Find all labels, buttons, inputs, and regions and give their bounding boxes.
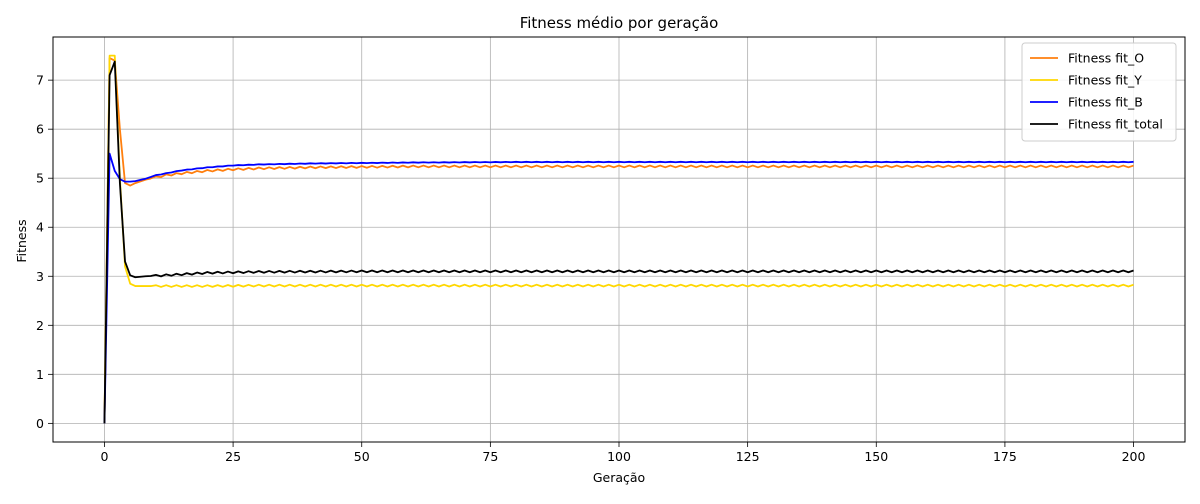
- x-tick-label: 100: [607, 449, 631, 464]
- x-tick-label: 0: [100, 449, 108, 464]
- x-tick-label: 150: [864, 449, 888, 464]
- x-tick-label: 50: [354, 449, 370, 464]
- legend-label: Fitness fit_Y: [1068, 73, 1142, 88]
- y-tick-label: 0: [36, 416, 44, 431]
- grid-lines: [53, 37, 1185, 442]
- legend-label: Fitness fit_B: [1068, 95, 1143, 110]
- y-tick-label: 2: [36, 318, 44, 333]
- x-tick-label: 75: [482, 449, 498, 464]
- x-tick-label: 25: [225, 449, 241, 464]
- x-tick-label: 200: [1122, 449, 1146, 464]
- y-tick-label: 7: [36, 73, 44, 88]
- series-line-fitness-fit-b: [103, 152, 1134, 424]
- legend-box: [1021, 42, 1177, 142]
- y-axis: 0 1 2 3 4 5 6 7: [36, 73, 53, 431]
- series-line-fitness-fit-o: [103, 57, 1134, 424]
- y-tick-label: 5: [36, 171, 44, 186]
- legend-label: Fitness fit_total: [1068, 117, 1163, 132]
- x-tick-label: 175: [993, 449, 1017, 464]
- y-tick-label: 1: [36, 367, 44, 382]
- y-tick-label: 6: [36, 122, 44, 137]
- series-lines: [103, 54, 1134, 424]
- x-axis-label: Geração: [593, 470, 645, 485]
- x-tick-label: 125: [736, 449, 760, 464]
- y-tick-label: 3: [36, 269, 44, 284]
- x-axis: 0 25 50 75 100 125 150 175 200: [100, 442, 1146, 464]
- y-tick-label: 4: [36, 220, 44, 235]
- legend-label: Fitness fit_O: [1068, 51, 1144, 66]
- y-axis-label: Fitness: [14, 219, 29, 262]
- legend: Fitness fit_O Fitness fit_Y Fitness fit_B F…: [1021, 42, 1177, 142]
- series-line-fitness-fit-total: [103, 60, 1134, 424]
- series-line-fitness-fit-y: [103, 54, 1134, 424]
- chart-title: Fitness médio por geração: [520, 14, 719, 32]
